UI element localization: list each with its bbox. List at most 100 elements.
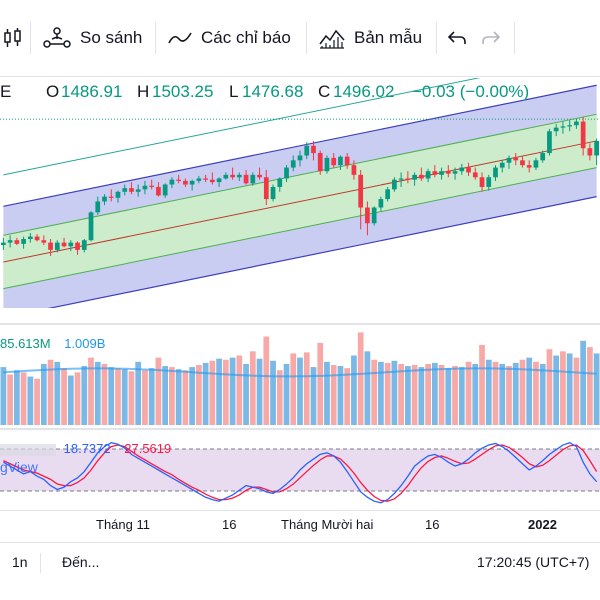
candle-body bbox=[176, 179, 182, 181]
regression-inner-upper-line bbox=[3, 113, 597, 236]
symbol-suffix[interactable]: E bbox=[0, 82, 12, 101]
volume-bar bbox=[101, 363, 108, 425]
candle-body bbox=[263, 177, 269, 200]
indicators-icon bbox=[168, 32, 192, 44]
candle-body bbox=[257, 174, 262, 178]
candle-body bbox=[405, 178, 411, 180]
candle-body bbox=[243, 174, 249, 184]
candle-body bbox=[398, 178, 404, 180]
volume-bar bbox=[425, 363, 431, 425]
candle-body bbox=[81, 240, 87, 250]
templates-button[interactable]: Bản mẫu bbox=[318, 0, 422, 76]
low-key: L bbox=[229, 82, 239, 101]
volume-bar bbox=[438, 365, 445, 425]
pane-divider[interactable] bbox=[0, 428, 600, 430]
volume-bar bbox=[512, 362, 519, 425]
candle-body bbox=[560, 126, 566, 128]
candle-body bbox=[378, 199, 384, 208]
candle-body bbox=[7, 240, 13, 243]
clock-timezone[interactable]: 17:20:45 (UTC+7) bbox=[477, 554, 590, 570]
volume-bar bbox=[465, 361, 472, 425]
undo-icon bbox=[447, 31, 466, 44]
volume-bar bbox=[155, 357, 162, 425]
add-symbol-button[interactable] bbox=[0, 0, 24, 76]
time-tick: Tháng Mười hai bbox=[281, 517, 374, 532]
candle-body bbox=[270, 186, 276, 200]
candle-body bbox=[129, 188, 134, 192]
goto-date-button[interactable]: Đến... bbox=[62, 554, 100, 570]
volume-bar bbox=[303, 352, 310, 425]
volume-bar bbox=[364, 351, 371, 425]
volume-pane[interactable] bbox=[0, 325, 600, 425]
volume-value-1: 85.613M bbox=[0, 336, 51, 351]
compare-label: So sánh bbox=[80, 28, 143, 47]
volume-bar bbox=[175, 369, 182, 425]
redo-button[interactable] bbox=[480, 0, 502, 76]
toolbar-divider bbox=[155, 22, 156, 54]
volume-bar bbox=[81, 366, 88, 425]
candle-body bbox=[331, 157, 337, 166]
candle-body bbox=[412, 174, 417, 180]
volume-bar bbox=[54, 361, 61, 425]
candle-body bbox=[553, 127, 559, 132]
volume-bar bbox=[344, 368, 351, 425]
candle-body bbox=[479, 177, 485, 187]
volume-bar bbox=[519, 359, 526, 425]
candle-body bbox=[250, 174, 256, 184]
candle-body bbox=[499, 162, 505, 168]
compare-button[interactable]: So sánh bbox=[42, 0, 142, 76]
range-1n-button[interactable]: 1n bbox=[12, 554, 28, 570]
pane-divider[interactable] bbox=[0, 323, 600, 325]
volume-bar bbox=[337, 366, 344, 425]
volume-bar bbox=[580, 340, 587, 425]
candle-body bbox=[594, 140, 599, 156]
candle-body bbox=[54, 242, 60, 250]
volume-bar bbox=[418, 367, 425, 425]
time-axis[interactable]: Tháng 11 16 Tháng Mười hai 16 2022 bbox=[0, 510, 600, 539]
candle-body bbox=[216, 178, 222, 183]
volume-bar bbox=[351, 355, 357, 425]
volume-bar bbox=[404, 366, 411, 425]
close-key: C bbox=[318, 82, 331, 101]
undo-button[interactable] bbox=[446, 0, 468, 76]
volume-bar bbox=[310, 367, 317, 425]
candle-body bbox=[344, 156, 350, 166]
volume-bar bbox=[270, 360, 276, 425]
volume-bar bbox=[67, 375, 74, 425]
volume-bar bbox=[492, 361, 499, 425]
volume-bar bbox=[506, 366, 512, 425]
indicators-button[interactable]: Các chỉ báo bbox=[167, 0, 291, 76]
candle-body bbox=[439, 171, 444, 175]
candle-body bbox=[385, 189, 390, 200]
stochastic-pane[interactable] bbox=[0, 431, 600, 509]
candle-body bbox=[459, 167, 465, 172]
volume-bar bbox=[202, 362, 209, 425]
volume-bar bbox=[256, 358, 263, 425]
candle-body bbox=[574, 121, 579, 126]
price-chart[interactable] bbox=[0, 78, 600, 308]
stoch-controls[interactable] bbox=[0, 443, 56, 456]
candle-body bbox=[27, 236, 33, 239]
candle-body bbox=[210, 179, 215, 183]
volume-bar bbox=[384, 362, 391, 425]
candle-body bbox=[358, 174, 364, 208]
volume-bar bbox=[74, 372, 81, 425]
volume-bar bbox=[20, 372, 27, 425]
volume-bar bbox=[283, 363, 290, 425]
candle-body bbox=[472, 172, 478, 178]
volume-bar bbox=[553, 355, 560, 425]
volume-bar bbox=[458, 367, 465, 425]
regression-inner-lower-line bbox=[3, 167, 597, 290]
candle-body bbox=[108, 196, 114, 198]
candles-icon bbox=[4, 28, 21, 47]
time-tick: 2022 bbox=[528, 517, 557, 532]
candle-body bbox=[236, 174, 242, 178]
candle-body bbox=[432, 171, 438, 175]
toolbar-divider bbox=[436, 22, 437, 54]
candle-body bbox=[506, 157, 512, 163]
stoch-d-line bbox=[3, 444, 598, 502]
candle-body bbox=[587, 148, 593, 156]
toolbar-divider bbox=[306, 22, 307, 54]
candle-body bbox=[338, 156, 343, 166]
candle-body bbox=[540, 153, 546, 161]
